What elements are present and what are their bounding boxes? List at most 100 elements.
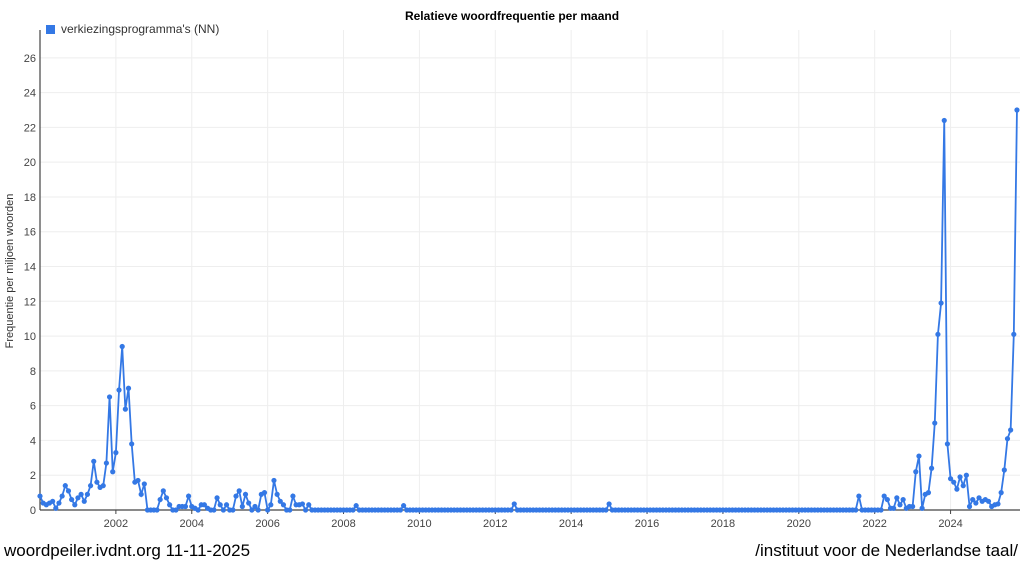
legend-item[interactable]: verkiezingsprogramma's (NN) xyxy=(46,22,219,36)
data-point xyxy=(925,490,932,496)
data-point xyxy=(290,493,296,499)
data-point xyxy=(606,501,612,507)
data-point xyxy=(995,501,1001,507)
y-tick-label: 6 xyxy=(30,401,36,413)
data-point xyxy=(397,507,404,513)
x-tick-label: 2020 xyxy=(787,518,811,530)
x-tick-label: 2008 xyxy=(331,518,355,530)
data-point xyxy=(103,460,109,466)
data-point xyxy=(230,507,236,513)
data-point xyxy=(62,483,68,489)
data-point xyxy=(233,493,239,499)
data-point xyxy=(182,503,189,510)
data-point xyxy=(280,502,287,508)
y-tick-label: 20 xyxy=(24,157,36,169)
chart-title: Relatieve woordfrequentie per maand xyxy=(404,9,620,23)
data-point xyxy=(236,488,242,494)
data-point xyxy=(160,488,166,494)
data-point xyxy=(963,472,969,478)
y-tick-label: 22 xyxy=(24,122,36,134)
y-tick-label: 8 xyxy=(30,366,36,378)
data-point xyxy=(853,507,859,513)
data-point xyxy=(1004,436,1011,442)
data-point xyxy=(53,505,59,511)
data-point xyxy=(881,493,887,499)
y-tick-label: 24 xyxy=(24,88,36,100)
data-point xyxy=(173,507,179,513)
data-point xyxy=(56,500,62,506)
data-point xyxy=(891,505,897,511)
data-point xyxy=(75,495,81,501)
data-point xyxy=(960,483,966,489)
data-point xyxy=(985,498,992,504)
data-point xyxy=(919,505,925,511)
data-point xyxy=(138,491,144,497)
data-point xyxy=(957,474,963,480)
data-point xyxy=(856,493,862,499)
data-point xyxy=(928,465,935,471)
data-point xyxy=(261,490,268,496)
data-point xyxy=(976,495,982,501)
data-point xyxy=(913,469,919,475)
data-point xyxy=(195,507,201,513)
data-point xyxy=(50,498,56,504)
data-point xyxy=(87,483,94,489)
legend-label: verkiezingsprogramma's (NN) xyxy=(61,22,220,36)
data-point xyxy=(897,502,903,508)
y-tick-label: 14 xyxy=(24,262,36,274)
data-point xyxy=(249,507,255,513)
data-point xyxy=(944,441,951,447)
x-tick-label: 2006 xyxy=(255,518,279,530)
data-point xyxy=(302,507,309,513)
data-point xyxy=(116,387,122,393)
data-point xyxy=(122,406,128,412)
y-tick-label: 18 xyxy=(24,192,36,204)
data-point xyxy=(900,496,906,503)
x-tick-label: 2016 xyxy=(635,518,659,530)
data-point xyxy=(154,507,160,513)
data-point xyxy=(938,300,944,306)
data-point xyxy=(37,493,43,499)
y-axis-label: Frequentie per miljoen woorden xyxy=(4,193,16,349)
y-tick-label: 2 xyxy=(30,470,36,482)
data-point xyxy=(59,493,65,499)
data-point xyxy=(973,500,979,506)
data-point xyxy=(268,502,274,508)
data-point xyxy=(916,453,922,459)
legend-swatch xyxy=(46,24,55,34)
data-point xyxy=(966,503,973,510)
data-point xyxy=(306,502,312,508)
data-point xyxy=(106,394,113,400)
y-tick-label: 12 xyxy=(24,296,36,308)
x-tick-label: 2014 xyxy=(559,518,583,530)
data-point xyxy=(894,495,900,501)
x-tick-label: 2004 xyxy=(180,518,204,530)
data-point xyxy=(119,343,125,350)
data-point xyxy=(220,507,226,513)
data-point xyxy=(72,502,78,508)
data-point xyxy=(932,420,938,426)
data-point xyxy=(508,507,514,513)
data-point xyxy=(299,501,306,507)
data-point xyxy=(1011,331,1017,337)
x-tick-label: 2018 xyxy=(711,518,735,530)
footer-source: woordpeiler.ivdnt.org 11-11-2025 xyxy=(4,541,251,560)
data-point xyxy=(65,488,72,494)
data-point xyxy=(100,483,106,489)
data-point xyxy=(211,507,217,513)
data-point xyxy=(1014,107,1020,113)
x-tick-label: 2010 xyxy=(407,518,431,530)
data-point xyxy=(242,491,249,497)
data-point xyxy=(511,501,517,507)
data-point xyxy=(84,491,91,497)
y-tick-label: 0 xyxy=(30,505,36,517)
data-point xyxy=(400,503,407,509)
data-point xyxy=(252,503,258,510)
data-point xyxy=(167,502,173,508)
data-point xyxy=(214,495,220,501)
footer-institute: /instituut voor de Nederlandse taal/ xyxy=(755,541,1018,560)
data-point xyxy=(603,507,609,513)
data-point xyxy=(223,502,230,508)
data-point xyxy=(935,331,941,337)
